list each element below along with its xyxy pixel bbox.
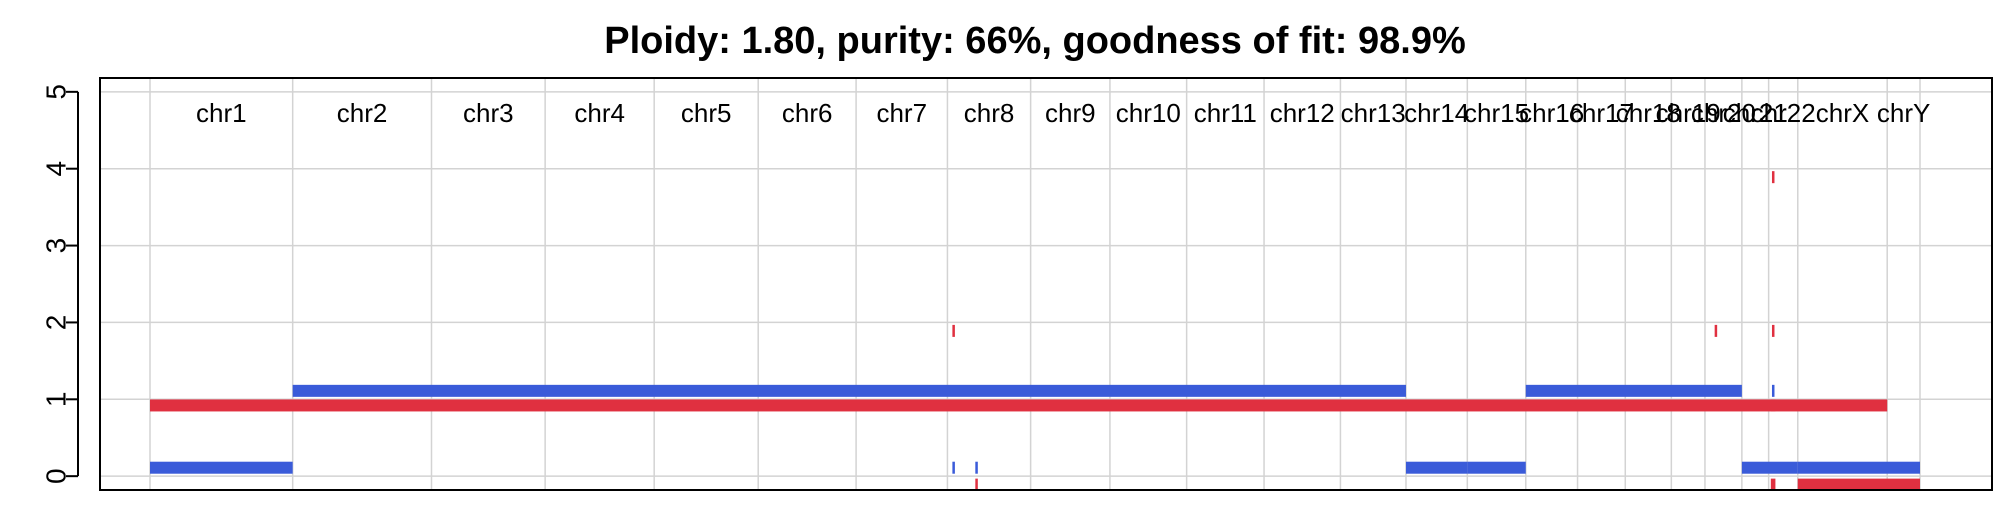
y-tick-label-2: 2 [41, 315, 72, 331]
segment-series2-1 [292, 384, 1406, 397]
chr-label-chr3: chr3 [463, 98, 514, 128]
chr-label-chr22: chr22 [1751, 98, 1816, 128]
chr-label-chr18: chr18 [1616, 98, 1681, 128]
plot-frame [99, 77, 1993, 491]
y-tick-label-1: 1 [41, 392, 72, 408]
segment-series1-1 [952, 324, 955, 337]
chr-label-chr14: chr14 [1404, 98, 1469, 128]
chr-label-chr8: chr8 [964, 98, 1015, 128]
segment-series2-2 [952, 461, 955, 474]
segment-series1-5 [1771, 171, 1775, 184]
segment-series2-0 [150, 461, 293, 474]
segment-series1-6 [1770, 399, 1776, 412]
segment-series2-3 [975, 461, 978, 474]
segment-series2-6 [1525, 384, 1742, 397]
chr-label-chr6: chr6 [782, 98, 833, 128]
segment-series2-4 [1405, 461, 1468, 474]
chr-label-chrY: chrY [1877, 98, 1930, 128]
chr-label-chrX: chrX [1816, 98, 1869, 128]
chr-label-chr19: chr19 [1656, 98, 1721, 128]
segment-series1-7 [1770, 478, 1776, 491]
chr-label-chr12: chr12 [1270, 98, 1335, 128]
y-axis: 0 1 2 3 4 5 [41, 84, 79, 484]
chr-label-chr9: chr9 [1045, 98, 1096, 128]
segment-series2-5 [1467, 461, 1526, 474]
chr-label-chr20: chr20 [1691, 98, 1756, 128]
chr-label-chr1: chr1 [196, 98, 247, 128]
chr-label-chr17: chr17 [1569, 98, 1634, 128]
chr-label-chr15: chr15 [1464, 98, 1529, 128]
segment-series1-8 [1797, 478, 1920, 491]
chr-label-chr11: chr11 [1194, 98, 1257, 128]
chromosome-labels: chr1 chr2 chr3 chr4 chr5 chr6 chr7 chr8 chr9 chr1… [196, 98, 1930, 128]
chr-label-chr16: chr16 [1519, 98, 1584, 128]
chr-label-chr5: chr5 [681, 98, 732, 128]
chr-label-chr21: chr21 [1723, 98, 1788, 128]
chr-label-chr13: chr13 [1341, 98, 1406, 128]
segment-series2-9 [1797, 461, 1920, 474]
chr-label-chr4: chr4 [574, 98, 625, 128]
segment-series1-2 [975, 478, 978, 491]
chr-label-chr7: chr7 [876, 98, 927, 128]
segments-layer [150, 171, 1920, 491]
y-tick-label-3: 3 [41, 238, 72, 254]
segment-series2-7 [1741, 461, 1798, 474]
y-tick-label-5: 5 [41, 84, 72, 100]
y-tick-label-0: 0 [41, 468, 72, 484]
chr-label-chr2: chr2 [337, 98, 388, 128]
segment-series1-4 [1771, 324, 1775, 337]
grid-layer [100, 78, 1992, 490]
y-tick-label-4: 4 [41, 161, 72, 177]
chart-title: Ploidy: 1.80, purity: 66%, goodness of f… [604, 20, 1466, 62]
segment-series2-8 [1771, 384, 1775, 397]
segment-series1-0 [150, 399, 1888, 412]
segment-series1-3 [1714, 324, 1718, 337]
chr-label-chr10: chr10 [1116, 98, 1181, 128]
